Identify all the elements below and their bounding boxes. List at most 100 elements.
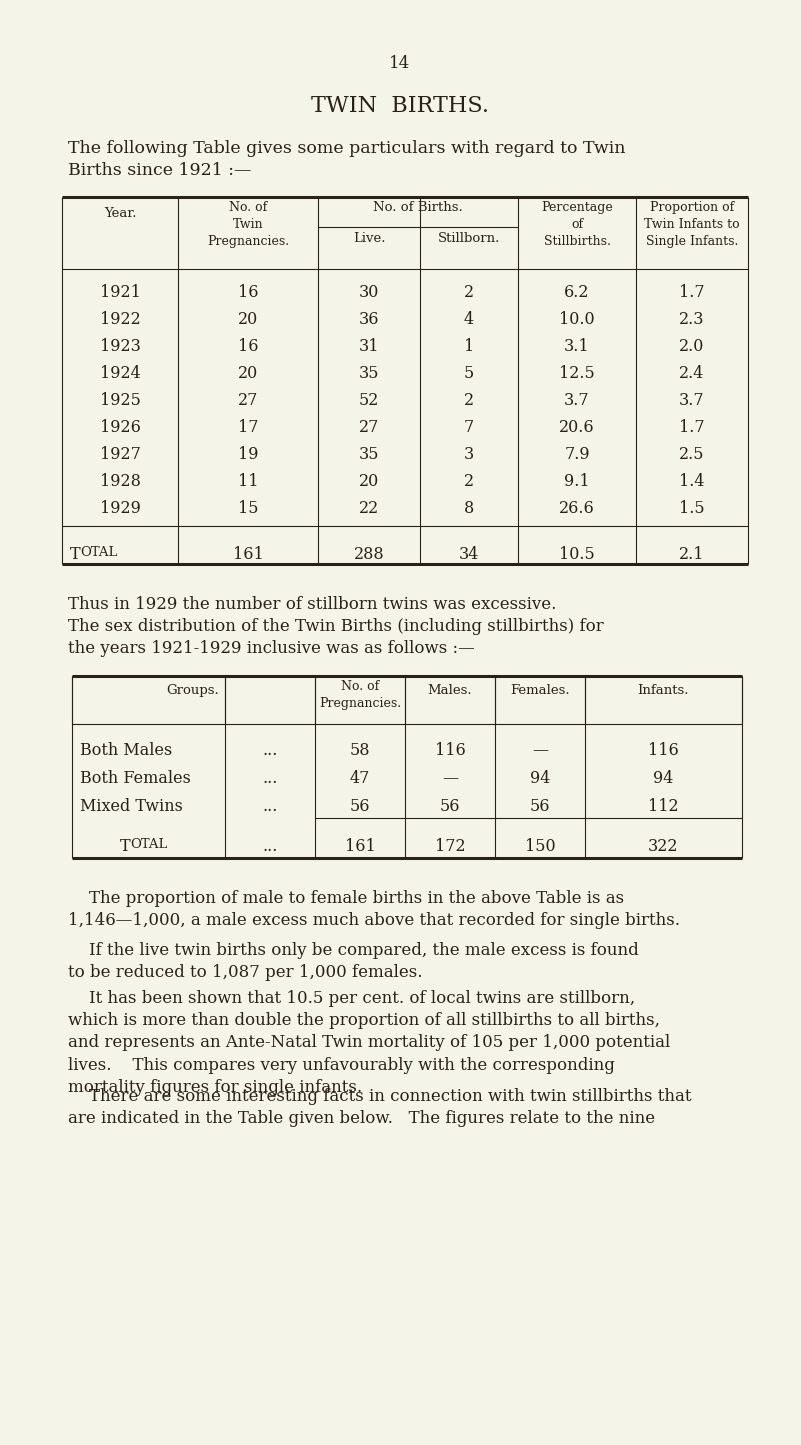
- Text: 36: 36: [359, 311, 379, 328]
- Text: OTAL: OTAL: [130, 838, 167, 851]
- Text: 20: 20: [238, 366, 258, 381]
- Text: 2: 2: [464, 392, 474, 409]
- Text: 161: 161: [232, 546, 264, 564]
- Text: Males.: Males.: [428, 683, 473, 696]
- Text: 10.0: 10.0: [559, 311, 595, 328]
- Text: 10.5: 10.5: [559, 546, 595, 564]
- Text: 47: 47: [350, 770, 370, 788]
- Text: 116: 116: [435, 741, 465, 759]
- Text: 1: 1: [464, 338, 474, 355]
- Text: 1.4: 1.4: [679, 473, 705, 490]
- Text: —: —: [442, 770, 458, 788]
- Text: 27: 27: [359, 419, 379, 436]
- Text: 16: 16: [238, 338, 258, 355]
- Text: 322: 322: [648, 838, 678, 855]
- Text: 15: 15: [238, 500, 258, 517]
- Text: 116: 116: [648, 741, 678, 759]
- Text: 150: 150: [525, 838, 555, 855]
- Text: 1922: 1922: [99, 311, 140, 328]
- Text: 52: 52: [359, 392, 379, 409]
- Text: Year.: Year.: [104, 207, 136, 220]
- Text: 35: 35: [359, 447, 379, 462]
- Text: OTAL: OTAL: [80, 546, 118, 559]
- Text: No. of
Pregnancies.: No. of Pregnancies.: [319, 681, 401, 709]
- Text: 12.5: 12.5: [559, 366, 595, 381]
- Text: 1928: 1928: [99, 473, 140, 490]
- Text: No. of Births.: No. of Births.: [373, 201, 463, 214]
- Text: 3.1: 3.1: [564, 338, 590, 355]
- Text: 3.7: 3.7: [564, 392, 590, 409]
- Text: TWIN  BIRTHS.: TWIN BIRTHS.: [311, 95, 489, 117]
- Text: The following Table gives some particulars with regard to Twin
Births since 1921: The following Table gives some particula…: [68, 140, 626, 179]
- Text: ...: ...: [262, 770, 278, 788]
- Text: No. of
Twin
Pregnancies.: No. of Twin Pregnancies.: [207, 201, 289, 249]
- Text: 1923: 1923: [99, 338, 140, 355]
- Text: 22: 22: [359, 500, 379, 517]
- Text: 58: 58: [350, 741, 370, 759]
- Text: 2.4: 2.4: [679, 366, 705, 381]
- Text: 56: 56: [440, 798, 461, 815]
- Text: Groups.: Groups.: [167, 683, 219, 696]
- Text: 1924: 1924: [99, 366, 140, 381]
- Text: 3: 3: [464, 447, 474, 462]
- Text: 8: 8: [464, 500, 474, 517]
- Text: 1925: 1925: [99, 392, 140, 409]
- Text: 1.7: 1.7: [679, 419, 705, 436]
- Text: 34: 34: [459, 546, 479, 564]
- Text: ...: ...: [262, 838, 278, 855]
- Text: 27: 27: [238, 392, 258, 409]
- Text: 2: 2: [464, 473, 474, 490]
- Text: 20.6: 20.6: [559, 419, 595, 436]
- Text: 1.5: 1.5: [679, 500, 705, 517]
- Text: Live.: Live.: [352, 233, 385, 246]
- Text: 2.3: 2.3: [679, 311, 705, 328]
- Text: 9.1: 9.1: [564, 473, 590, 490]
- Text: The sex distribution of the Twin Births (including stillbirths) for
the years 19: The sex distribution of the Twin Births …: [68, 618, 604, 657]
- Text: Thus in 1929 the number of stillborn twins was excessive.: Thus in 1929 the number of stillborn twi…: [68, 595, 557, 613]
- Text: If the live twin births only be compared, the male excess is found
to be reduced: If the live twin births only be compared…: [68, 942, 638, 981]
- Text: 288: 288: [354, 546, 384, 564]
- Text: Both Males: Both Males: [80, 741, 172, 759]
- Text: Proportion of
Twin Infants to
Single Infants.: Proportion of Twin Infants to Single Inf…: [644, 201, 740, 249]
- Text: 94: 94: [529, 770, 550, 788]
- Text: Both Females: Both Females: [80, 770, 191, 788]
- Text: T: T: [120, 838, 131, 855]
- Text: 2.0: 2.0: [679, 338, 705, 355]
- Text: 112: 112: [648, 798, 678, 815]
- Text: 31: 31: [359, 338, 379, 355]
- Text: 20: 20: [238, 311, 258, 328]
- Text: 172: 172: [435, 838, 465, 855]
- Text: There are some interesting facts in connection with twin stillbirths that
are in: There are some interesting facts in conn…: [68, 1088, 691, 1127]
- Text: 1926: 1926: [99, 419, 140, 436]
- Text: 5: 5: [464, 366, 474, 381]
- Text: Percentage
of
Stillbirths.: Percentage of Stillbirths.: [541, 201, 613, 249]
- Text: The proportion of male to female births in the above Table is as
1,146—1,000, a : The proportion of male to female births …: [68, 890, 680, 929]
- Text: 94: 94: [653, 770, 673, 788]
- Text: 1927: 1927: [99, 447, 140, 462]
- Text: T: T: [70, 546, 81, 564]
- Text: Mixed Twins: Mixed Twins: [80, 798, 183, 815]
- Text: 7.9: 7.9: [564, 447, 590, 462]
- Text: ...: ...: [262, 741, 278, 759]
- Text: 19: 19: [238, 447, 258, 462]
- Text: Females.: Females.: [510, 683, 570, 696]
- Text: 1921: 1921: [99, 285, 140, 301]
- Text: 17: 17: [238, 419, 258, 436]
- Text: 14: 14: [389, 55, 411, 72]
- Text: 1929: 1929: [99, 500, 140, 517]
- Text: Infants.: Infants.: [638, 683, 689, 696]
- Text: ...: ...: [262, 798, 278, 815]
- Text: 56: 56: [350, 798, 370, 815]
- Text: It has been shown that 10.5 per cent. of local twins are stillborn,
which is mor: It has been shown that 10.5 per cent. of…: [68, 990, 670, 1095]
- Text: 30: 30: [359, 285, 379, 301]
- Text: 11: 11: [238, 473, 258, 490]
- Text: 16: 16: [238, 285, 258, 301]
- Text: 7: 7: [464, 419, 474, 436]
- Text: 1.7: 1.7: [679, 285, 705, 301]
- Text: 2.5: 2.5: [679, 447, 705, 462]
- Text: 3.7: 3.7: [679, 392, 705, 409]
- Text: 20: 20: [359, 473, 379, 490]
- Text: 4: 4: [464, 311, 474, 328]
- Text: 161: 161: [344, 838, 376, 855]
- Text: 6.2: 6.2: [564, 285, 590, 301]
